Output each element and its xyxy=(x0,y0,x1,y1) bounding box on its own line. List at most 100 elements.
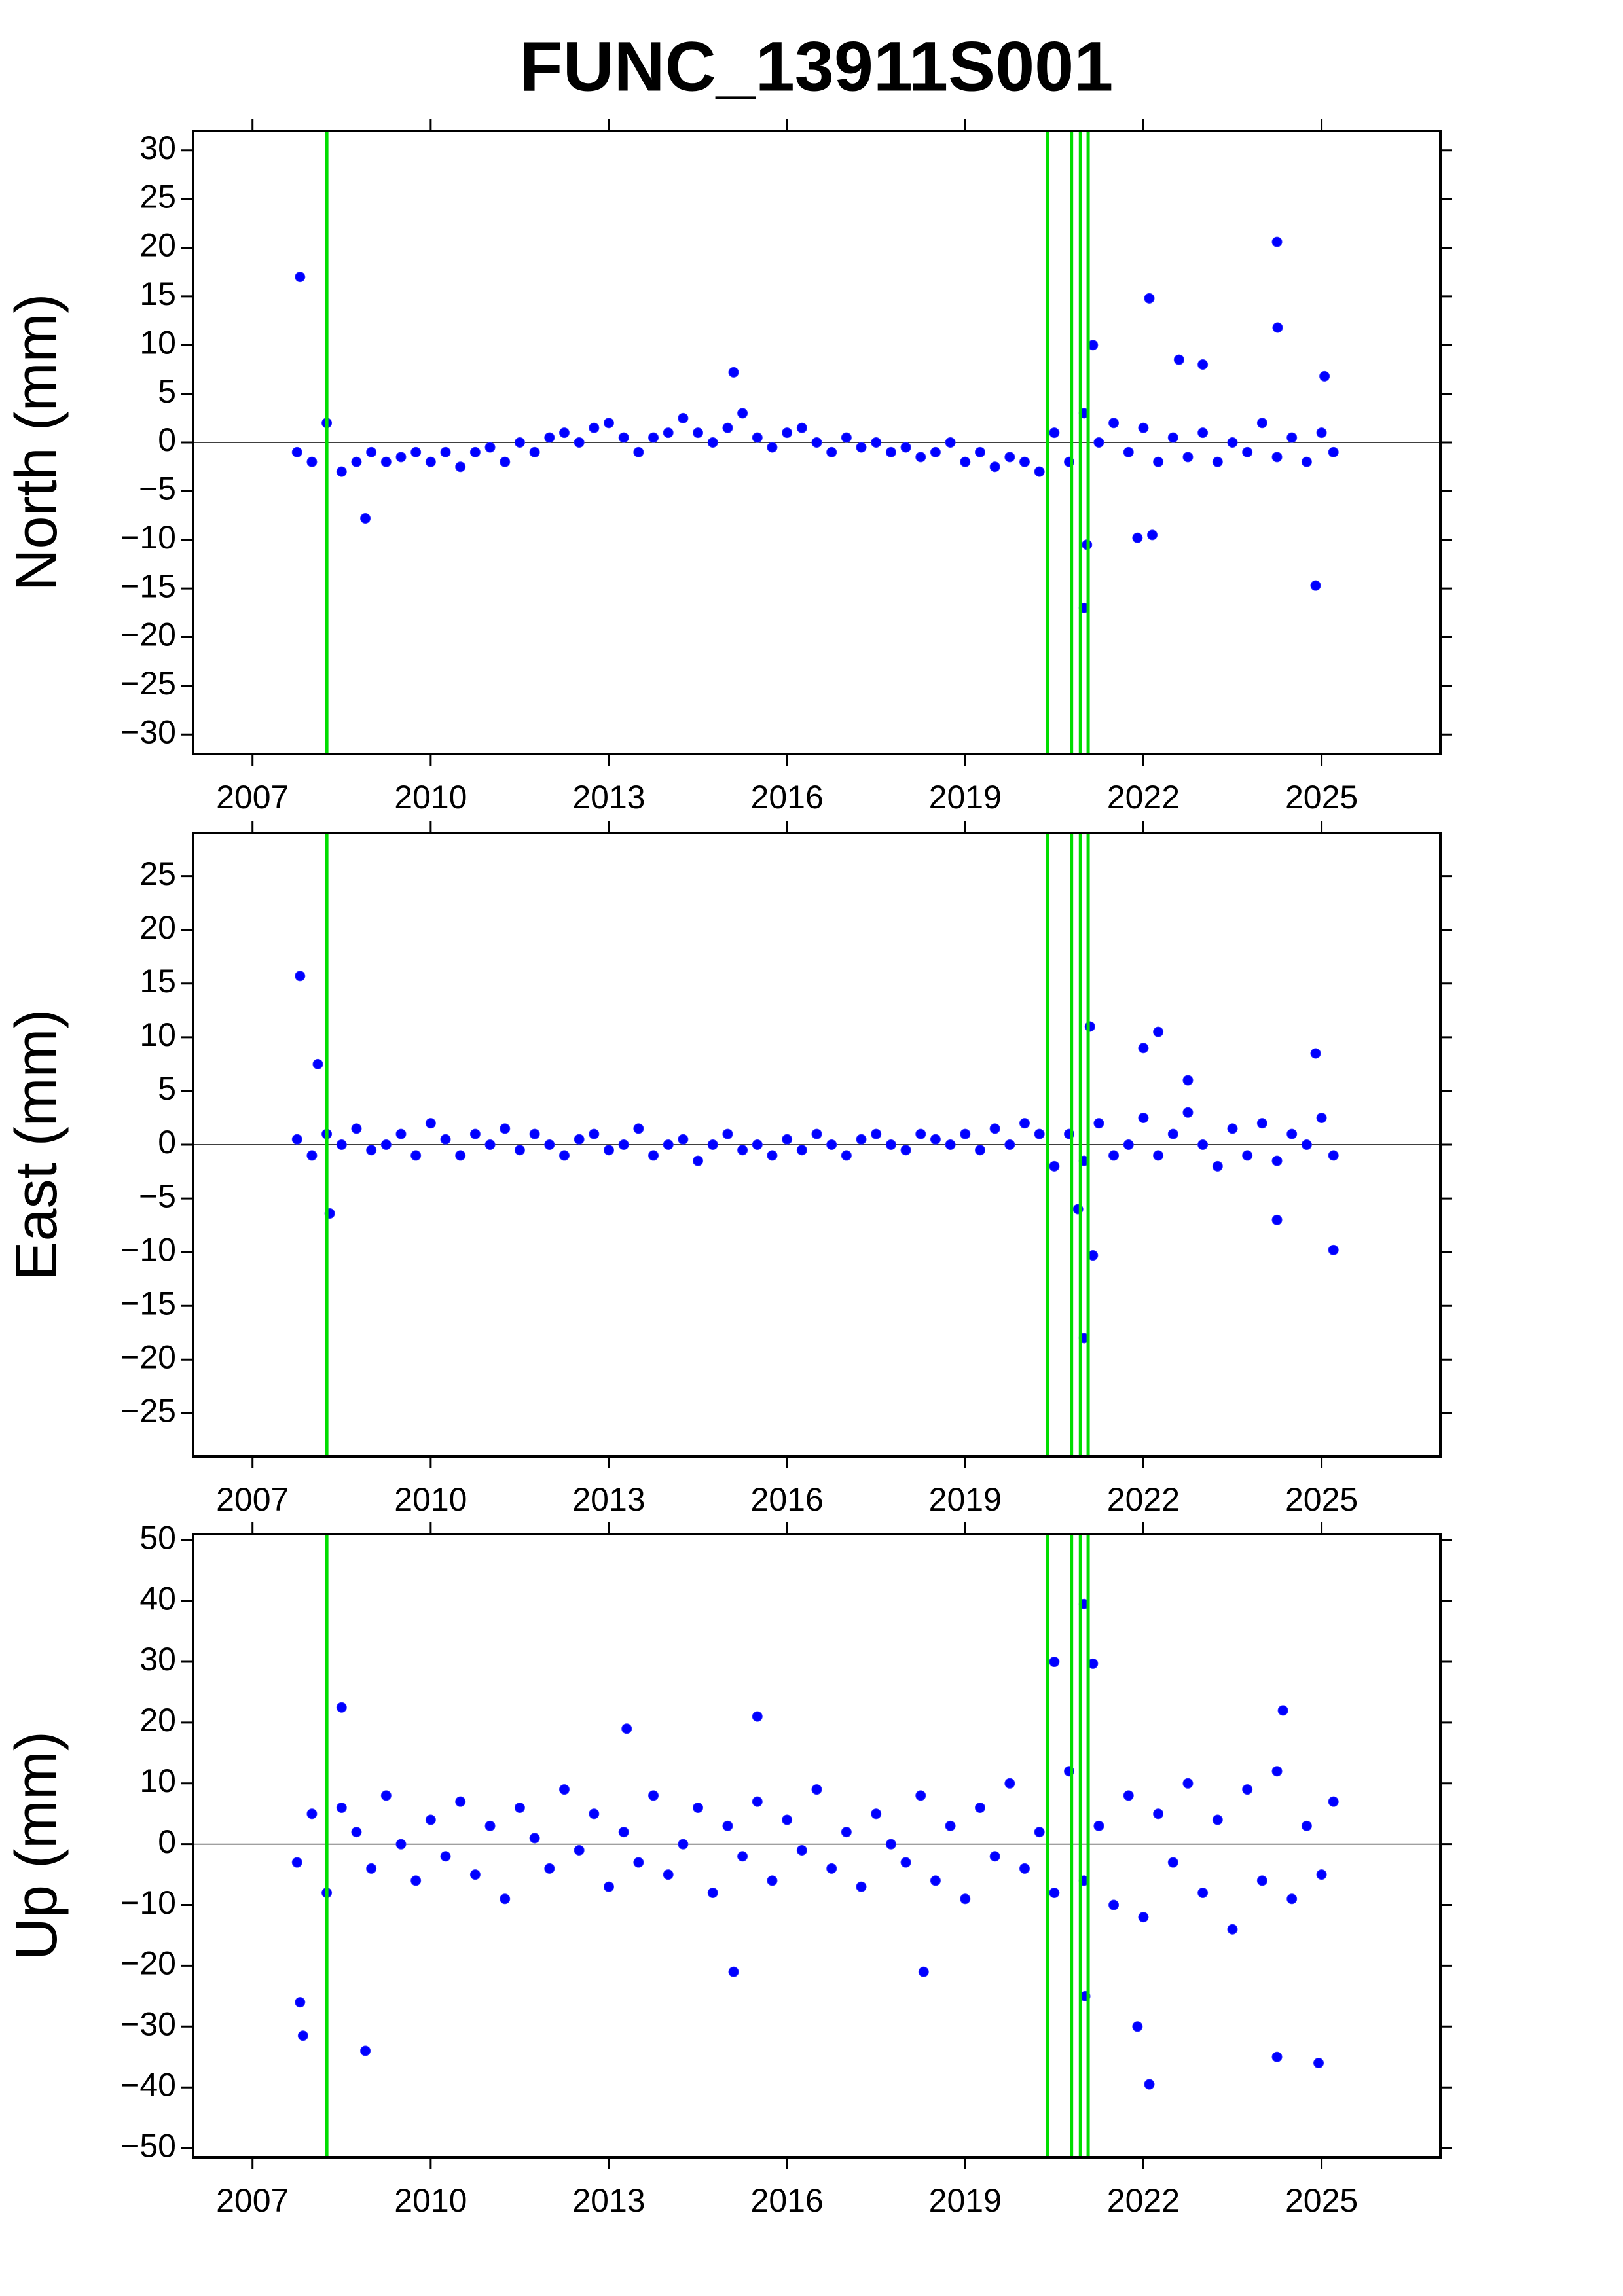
x-tick-label: 2016 xyxy=(751,779,824,816)
data-point xyxy=(678,1134,689,1145)
data-point xyxy=(900,1857,911,1868)
x-tick-label: 2007 xyxy=(216,1481,289,1518)
x-tick-label: 2016 xyxy=(751,1481,824,1518)
data-point xyxy=(974,446,985,457)
data-point xyxy=(856,1134,867,1145)
data-point xyxy=(425,456,436,467)
data-point xyxy=(366,1145,377,1156)
data-point xyxy=(589,1808,600,1820)
data-point xyxy=(707,1887,718,1898)
y-tick-label: 5 xyxy=(158,373,176,410)
data-point xyxy=(1256,1118,1267,1129)
data-point xyxy=(1132,532,1143,543)
y-tick-label: 20 xyxy=(139,227,176,264)
data-point xyxy=(351,456,362,467)
x-tick-label: 2010 xyxy=(394,779,467,816)
data-point xyxy=(574,437,585,448)
data-point xyxy=(291,446,302,457)
data-point xyxy=(960,1893,971,1905)
y-tick-label: 25 xyxy=(139,178,176,215)
x-tick-label: 2013 xyxy=(572,779,645,816)
data-point xyxy=(621,1723,632,1734)
data-point xyxy=(1271,452,1283,463)
data-point xyxy=(693,1802,704,1813)
plot-frame xyxy=(192,130,1442,755)
data-point xyxy=(604,1145,614,1156)
data-point xyxy=(915,452,926,463)
data-point xyxy=(1182,1075,1194,1086)
data-point xyxy=(1049,1887,1060,1898)
data-point xyxy=(782,1814,793,1825)
y-tick-label: −10 xyxy=(120,519,176,556)
y-tick-label: −5 xyxy=(139,1177,176,1214)
data-point xyxy=(558,427,570,439)
data-point xyxy=(663,1869,674,1880)
data-point xyxy=(1242,446,1253,457)
data-point xyxy=(1138,1912,1149,1923)
data-point xyxy=(395,1128,407,1139)
data-point xyxy=(1227,437,1238,448)
data-point xyxy=(395,1839,407,1850)
data-point xyxy=(841,432,852,443)
data-point xyxy=(469,1869,481,1880)
data-point xyxy=(885,1839,896,1850)
y-tick-label: 10 xyxy=(139,1016,176,1053)
y-tick-label: 50 xyxy=(139,1519,176,1556)
data-point xyxy=(558,1150,570,1161)
data-point xyxy=(885,446,896,457)
data-point xyxy=(811,437,822,448)
data-point xyxy=(618,432,629,443)
data-point xyxy=(295,1997,306,2008)
data-point xyxy=(722,422,733,433)
x-tick-label: 2022 xyxy=(1107,1481,1180,1518)
data-point xyxy=(1271,1214,1283,1225)
data-point xyxy=(1153,1026,1164,1037)
y-tick-label: −30 xyxy=(120,713,176,750)
data-point xyxy=(1313,2058,1324,2069)
data-point xyxy=(1301,1139,1312,1150)
y-tick-label: 25 xyxy=(139,855,176,892)
figure-title: FUNC_13911S001 xyxy=(520,27,1114,106)
data-point xyxy=(1147,529,1158,541)
data-point xyxy=(1316,1112,1327,1123)
data-point xyxy=(604,1881,614,1892)
data-point xyxy=(752,1711,763,1722)
data-point xyxy=(1182,1778,1194,1789)
y-tick-label: −10 xyxy=(120,1884,176,1921)
data-point xyxy=(1167,1857,1178,1868)
y-tick-label: 40 xyxy=(139,1580,176,1617)
data-point xyxy=(728,367,739,378)
data-point xyxy=(484,1139,496,1150)
data-point xyxy=(989,1123,1000,1134)
data-point xyxy=(1286,432,1298,443)
data-point xyxy=(455,1150,466,1161)
y-tick-label: 30 xyxy=(139,1641,176,1677)
data-point xyxy=(1271,236,1283,247)
data-point xyxy=(351,1123,362,1134)
data-point xyxy=(722,1820,733,1831)
data-point xyxy=(1197,1139,1209,1150)
x-tick-label: 2025 xyxy=(1285,779,1358,816)
data-point xyxy=(856,1881,867,1892)
data-point xyxy=(1182,452,1194,463)
data-point xyxy=(306,456,318,467)
data-point xyxy=(455,1796,466,1807)
data-point xyxy=(336,466,347,477)
data-point xyxy=(1084,1021,1095,1032)
data-point xyxy=(974,1802,985,1813)
data-point xyxy=(380,1790,392,1801)
data-point xyxy=(663,1139,674,1150)
data-point xyxy=(1049,1657,1060,1668)
data-point xyxy=(1272,322,1283,333)
data-point xyxy=(291,1857,302,1868)
data-point xyxy=(693,1155,704,1166)
data-point xyxy=(1310,1048,1321,1059)
data-point xyxy=(1144,293,1155,304)
data-point xyxy=(544,432,555,443)
y-tick-label: −40 xyxy=(120,2066,176,2103)
data-point xyxy=(663,427,674,439)
data-point xyxy=(693,427,704,439)
data-point xyxy=(945,437,956,448)
data-point xyxy=(604,418,614,429)
